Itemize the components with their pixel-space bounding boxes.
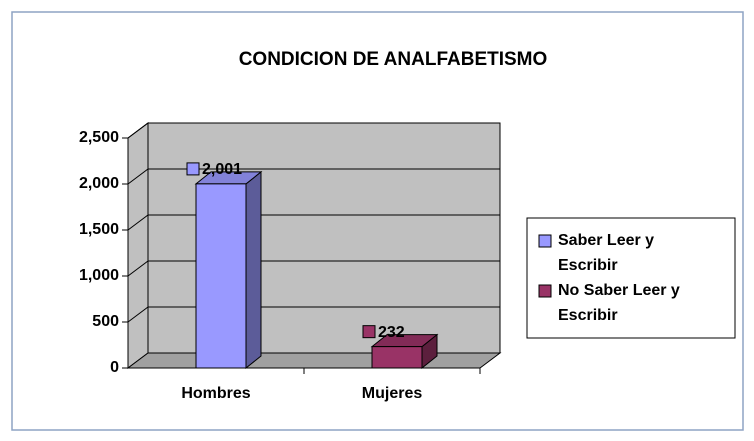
legend-label: No Saber Leer y Escribir [558,282,680,324]
legend-key [538,284,552,298]
chart-title: CONDICION DE ANALFABETISMO [239,49,548,70]
bar-face [245,170,262,370]
floor [126,352,502,369]
legend-key [538,234,552,248]
x-tick-label: Hombres [181,385,250,402]
bar [194,170,263,370]
data-label-key [186,162,200,176]
y-tick-label: 1,000 [79,267,119,284]
y-tick-label: 2,500 [79,129,119,146]
data-label-key [362,325,376,339]
side-wall [127,122,149,369]
x-tick-label: Mujeres [362,385,423,402]
legend-label: Saber Leer y Escribir [558,232,654,274]
y-tick-label: 2,000 [79,175,119,192]
bar [370,333,439,370]
grid-line [127,168,500,185]
grid-line [127,260,500,277]
y-tick-label: 1,500 [79,221,119,238]
y-tick-label: 500 [92,313,119,330]
data-label: 2,001 [202,161,242,178]
grid-line [127,306,500,323]
y-tick-label: 0 [110,359,119,376]
grid-line [127,122,500,139]
bar-face [371,346,423,369]
grid-line [127,214,500,231]
data-label: 232 [378,324,405,341]
legend-box [526,217,736,339]
bar-face [195,183,247,369]
